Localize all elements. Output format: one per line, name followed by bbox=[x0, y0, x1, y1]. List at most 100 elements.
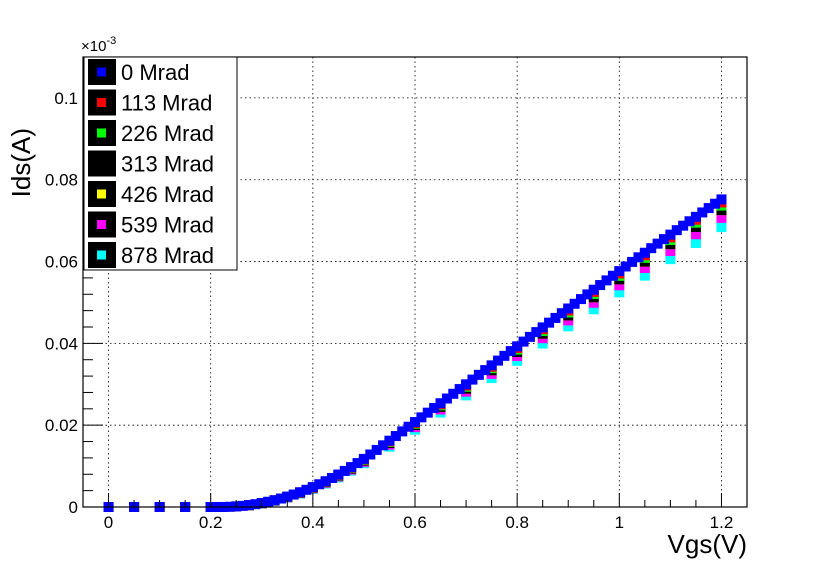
legend-swatch-2 bbox=[97, 128, 106, 138]
data-point bbox=[244, 500, 254, 511]
data-point bbox=[710, 198, 721, 209]
data-point bbox=[346, 462, 357, 473]
data-point bbox=[505, 346, 516, 357]
data-point bbox=[397, 426, 408, 437]
tick-labels: 0 0.2 0.4 0.6 0.8 1 1.2 0 0.02 0.04 0.06 0.08 0.1 bbox=[45, 89, 733, 532]
y-tick-label: 0 bbox=[69, 498, 78, 517]
data-point bbox=[269, 495, 280, 506]
legend-swatch-3 bbox=[97, 159, 106, 168]
legend-label: 878 Mrad bbox=[121, 243, 214, 268]
data-point bbox=[384, 435, 395, 446]
data-point bbox=[307, 482, 318, 493]
legend-swatch-1 bbox=[97, 98, 106, 107]
data-point bbox=[448, 388, 459, 399]
x-tick-label: 1.2 bbox=[710, 513, 734, 532]
y-axis-title: Ids(A) bbox=[6, 128, 36, 197]
data-point bbox=[473, 369, 484, 380]
y-tick-label: 0.08 bbox=[45, 171, 78, 190]
data-point bbox=[480, 365, 491, 376]
data-point bbox=[601, 275, 612, 286]
legend-swatch-5 bbox=[97, 220, 106, 229]
y-tick-label: 0.06 bbox=[45, 253, 78, 272]
data-point bbox=[563, 303, 574, 314]
data-point bbox=[358, 453, 369, 464]
data-point bbox=[620, 261, 631, 272]
data-point bbox=[607, 270, 618, 281]
data-point bbox=[416, 412, 427, 423]
legend-label: 113 Mrad bbox=[121, 91, 212, 116]
data-point bbox=[524, 331, 535, 342]
x-axis-title: Vgs(V) bbox=[668, 529, 747, 559]
data-point bbox=[544, 317, 555, 328]
x-tick-label: 0 bbox=[104, 513, 113, 532]
data-point bbox=[665, 245, 676, 256]
data-point bbox=[327, 472, 337, 483]
data-point bbox=[665, 229, 676, 240]
data-point bbox=[665, 254, 676, 265]
data-point bbox=[659, 234, 669, 245]
data-point bbox=[486, 360, 497, 371]
data-point bbox=[690, 229, 701, 240]
data-point bbox=[403, 421, 414, 432]
legend-label: 0 Mrad bbox=[121, 60, 189, 85]
data-point bbox=[320, 476, 331, 487]
data-point bbox=[697, 207, 708, 218]
data-point bbox=[537, 322, 548, 333]
data-point bbox=[435, 398, 446, 409]
data-point bbox=[716, 212, 727, 223]
x-tick-label: 0.2 bbox=[199, 513, 223, 532]
data-point bbox=[684, 216, 695, 227]
legend-label: 313 Mrad bbox=[121, 152, 214, 177]
data-point bbox=[365, 449, 376, 460]
data-point bbox=[499, 350, 510, 361]
data-point bbox=[429, 402, 440, 413]
data-point bbox=[275, 493, 286, 504]
data-point bbox=[639, 270, 650, 281]
data-point bbox=[314, 479, 325, 490]
data-point bbox=[295, 487, 306, 498]
legend-swatch-4 bbox=[97, 189, 106, 199]
data-point bbox=[550, 312, 561, 323]
x-tick-label: 0.4 bbox=[301, 513, 325, 532]
data-point bbox=[588, 297, 599, 308]
data-point bbox=[454, 384, 465, 395]
data-point bbox=[716, 194, 727, 205]
data-point bbox=[371, 444, 382, 455]
data-point bbox=[678, 220, 689, 231]
data-point bbox=[288, 489, 299, 500]
data-point bbox=[531, 327, 542, 338]
data-point bbox=[518, 336, 529, 347]
y-exponent-label: ×10-3 bbox=[81, 35, 116, 55]
data-point bbox=[569, 298, 580, 309]
data-point bbox=[614, 266, 625, 277]
data-point bbox=[627, 256, 638, 267]
data-point bbox=[422, 407, 433, 418]
data-point bbox=[690, 237, 701, 248]
x-tick-label: 0.6 bbox=[403, 513, 427, 532]
data-point bbox=[250, 499, 261, 510]
y-tick-label: 0.1 bbox=[54, 89, 78, 108]
data-point bbox=[576, 294, 586, 305]
legend-swatch-0 bbox=[97, 67, 106, 77]
x-tick-label: 0.8 bbox=[505, 513, 529, 532]
data-point bbox=[467, 374, 478, 385]
data-point bbox=[716, 222, 727, 233]
data-point bbox=[588, 304, 599, 315]
data-point bbox=[633, 252, 644, 263]
data-point bbox=[537, 338, 548, 349]
data-point bbox=[652, 238, 663, 249]
legend: 0 Mrad 113 Mrad 226 Mrad 313 Mrad 426 Mrad 53… bbox=[83, 56, 238, 271]
data-point bbox=[588, 284, 599, 295]
data-point bbox=[352, 458, 363, 469]
data-point bbox=[639, 247, 650, 258]
data-point bbox=[690, 211, 701, 222]
y-tick-label: 0.02 bbox=[45, 416, 78, 435]
data-point bbox=[282, 491, 293, 502]
data-point bbox=[639, 263, 650, 274]
data-point bbox=[461, 379, 472, 390]
data-point bbox=[339, 465, 350, 476]
legend-label: 426 Mrad bbox=[121, 182, 214, 207]
data-point bbox=[263, 496, 274, 507]
data-point bbox=[390, 431, 401, 442]
